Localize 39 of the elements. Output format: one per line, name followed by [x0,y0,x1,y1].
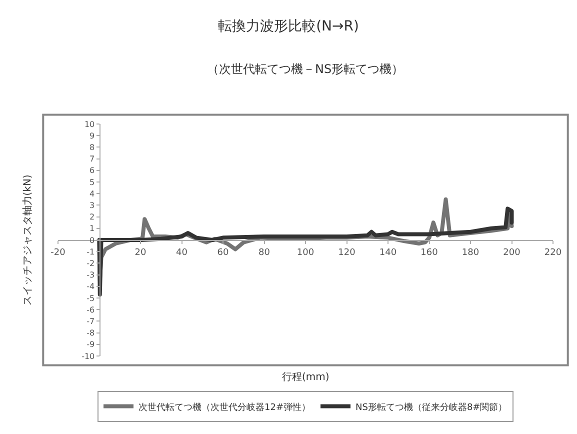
y-tick-label: 3 [90,201,95,210]
y-tick-label: 4 [90,189,95,198]
y-tick-label: 6 [90,166,95,176]
x-tick-label: 20 [134,248,146,258]
x-tick-label: 140 [379,248,397,258]
y-tick-label: -8 [86,328,95,338]
legend-label: 次世代転てつ機（次世代分岐器12#弾性） [138,402,310,413]
y-axis-title: スイッチアジャスタ軸力(kN) [22,174,34,306]
x-tick-label: 120 [338,248,356,258]
y-tick-label: -5 [86,294,95,303]
x-tick-label: 60 [217,248,229,258]
y-tick-label: 9 [90,131,95,140]
y-tick-label: -2 [86,259,95,268]
y-tick-label: 1 [90,224,95,234]
y-tick-label: 0 [90,236,95,245]
chart-title: 転換力波形比較(N→R) [218,18,359,34]
y-tick-label: -4 [86,282,95,292]
x-tick-label: 220 [544,248,562,258]
x-tick-label: 200 [503,248,521,258]
y-tick-label: -3 [86,270,95,280]
y-tick-label: -1 [86,247,95,256]
x-tick-label: -20 [50,248,66,258]
x-tick-label: 80 [258,248,270,258]
x-tick-label: 160 [420,248,438,258]
x-tick-label: 180 [462,248,480,258]
y-tick-label: 5 [90,178,95,187]
x-tick-label: 100 [296,248,314,258]
y-tick-label: -7 [86,317,95,326]
chart-subtitle: （次世代転てつ機－NS形転てつ機） [207,62,404,76]
y-tick-label: 8 [90,143,95,152]
legend-label: NS形転てつ機（従来分岐器8#関節） [356,402,508,413]
y-tick-label: 2 [90,212,95,222]
x-tick-label: 40 [176,248,188,258]
y-tick-label: -9 [86,340,95,350]
y-tick-label: 10 [84,120,95,129]
y-tick-label: -6 [86,305,95,314]
x-axis-title: 行程(mm) [282,372,330,383]
y-tick-label: -10 [82,352,95,361]
y-tick-label: 7 [90,154,95,164]
